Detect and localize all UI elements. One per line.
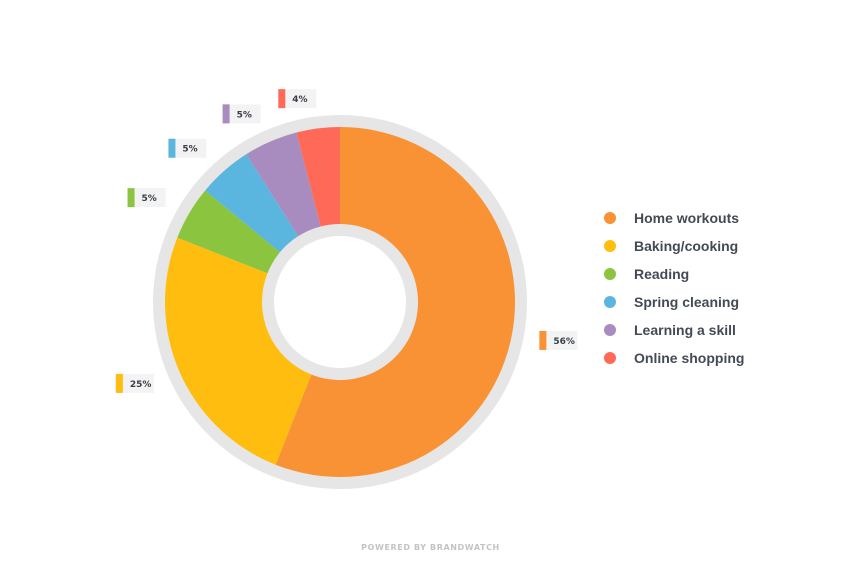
- data-label-swatch: [115, 373, 123, 393]
- data-label-swatch: [127, 188, 135, 208]
- legend-label: Learning a skill: [634, 322, 736, 338]
- legend-label: Baking/cooking: [634, 238, 739, 254]
- data-label-spring-cleaning: 5%: [168, 138, 207, 158]
- data-label-swatch: [222, 104, 230, 124]
- data-label-swatch: [278, 89, 286, 109]
- legend-item-spring-cleaning[interactable]: Spring cleaning: [604, 288, 844, 316]
- chart-legend: Home workouts Baking/cooking Reading Spring…: [604, 204, 844, 372]
- legend-label: Reading: [634, 266, 690, 282]
- data-label-bg: [278, 89, 317, 109]
- legend-marker: [604, 268, 616, 280]
- data-label-reading: 5%: [127, 188, 166, 208]
- data-label-bg: [115, 373, 154, 393]
- data-label-swatch: [168, 138, 176, 158]
- legend-marker: [604, 352, 616, 364]
- legend-item-learning-a-skill[interactable]: Learning a skill: [604, 316, 844, 344]
- data-label-text: 5%: [237, 110, 252, 120]
- legend-marker: [604, 324, 616, 336]
- slice-online-shopping: [296, 127, 340, 227]
- slice-home-workouts: [275, 127, 516, 478]
- legend-item-online-shopping[interactable]: Online shopping: [604, 344, 844, 372]
- legend-label: Spring cleaning: [634, 294, 740, 310]
- slice-reading: [177, 190, 280, 274]
- legend-marker: [604, 240, 616, 252]
- data-label-text: 25%: [130, 380, 152, 390]
- data-label-home-workouts: 56%: [539, 330, 578, 350]
- legend-marker: [604, 296, 616, 308]
- data-label-learning-a-skill: 5%: [222, 104, 261, 124]
- data-label-bg: [127, 188, 166, 208]
- data-label-text: 5%: [182, 145, 197, 155]
- data-label-swatch: [539, 330, 547, 350]
- legend-item-home-workouts[interactable]: Home workouts: [604, 204, 844, 232]
- legend-item-baking-cooking[interactable]: Baking/cooking: [604, 232, 844, 260]
- data-label-online-shopping: 4%: [278, 89, 317, 109]
- data-label-text: 4%: [292, 95, 307, 105]
- data-label-bg: [168, 138, 207, 158]
- data-label-text: 56%: [553, 337, 575, 347]
- data-label-text: 5%: [142, 194, 157, 204]
- slice-learning-a-skill: [246, 132, 321, 237]
- data-label-baking-cooking: 25%: [115, 373, 154, 393]
- legend-label: Home workouts: [634, 210, 740, 226]
- slice-spring-cleaning: [205, 154, 299, 253]
- legend-item-reading[interactable]: Reading: [604, 260, 844, 288]
- slice-baking-cooking: [165, 237, 312, 465]
- powered-by-footer: POWERED BY BRANDWATCH: [361, 543, 500, 552]
- legend-label: Online shopping: [634, 350, 745, 366]
- data-label-bg: [539, 330, 578, 350]
- legend-marker: [604, 212, 616, 224]
- data-label-bg: [222, 104, 261, 124]
